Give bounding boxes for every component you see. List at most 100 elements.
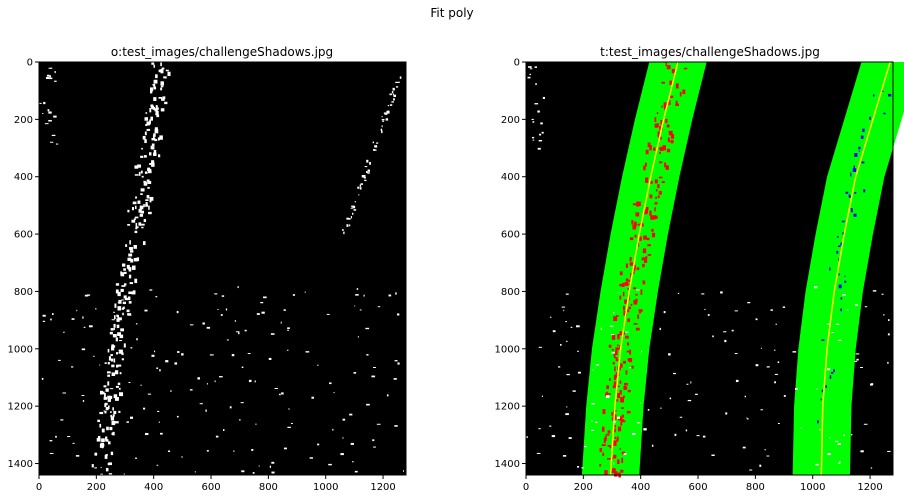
x-tick-label: 1000: [313, 482, 338, 493]
lane-pixel: [104, 402, 108, 406]
pixel-speckle: [679, 416, 683, 418]
left-lane-pixel: [612, 361, 615, 365]
lane-pixel: [111, 420, 116, 426]
lane-pixel: [146, 179, 150, 182]
left-lane-pixel: [631, 365, 634, 369]
lane-pixel: [99, 423, 102, 428]
lane-pixel: [143, 181, 148, 186]
lane-pixel: [117, 306, 122, 311]
pixel-speckle: [205, 409, 207, 412]
left-lane-pixel: [620, 363, 623, 367]
pixel-speckle: [371, 375, 376, 378]
pixel-speckle: [206, 326, 211, 329]
pixel-speckle: [237, 286, 239, 289]
lane-pixel: [113, 394, 118, 399]
pixel-speckle: [629, 367, 632, 369]
pixel-speckle: [47, 109, 50, 112]
x-tick-label: 0: [36, 482, 42, 493]
left-lane-pixel: [638, 201, 641, 207]
pixel-speckle: [529, 68, 533, 70]
lane-pixel: [128, 267, 132, 272]
left-lane-pixel: [655, 196, 657, 199]
left-lane-pixel: [605, 433, 610, 436]
lane-pixel: [133, 244, 137, 249]
pixel-speckle: [220, 314, 223, 316]
lane-pixel: [107, 348, 110, 353]
left-lane-pixel: [662, 145, 666, 151]
pixel-speckle: [289, 474, 293, 477]
pixel-speckle: [720, 291, 723, 294]
pixel-speckle: [834, 440, 839, 442]
lane-pixel: [114, 303, 117, 308]
pixel-speckle: [529, 73, 531, 76]
pixel-speckle: [643, 428, 647, 431]
pixel-speckle: [349, 413, 353, 416]
left-lane-pixel: [620, 469, 624, 473]
lane-pixel: [108, 462, 113, 466]
pixel-speckle: [538, 428, 541, 430]
left-lane-pixel: [609, 378, 611, 381]
left-lane-pixel: [642, 248, 647, 254]
left-lane-pixel: [643, 235, 647, 240]
left-lane-pixel: [623, 331, 626, 335]
pixel-speckle: [674, 433, 677, 436]
lane-pixel: [160, 108, 165, 112]
lane-pixel: [153, 97, 157, 102]
lane-pixel: [149, 108, 152, 113]
pixel-speckle: [113, 327, 115, 331]
pixel-speckle: [82, 400, 85, 402]
left-lane-pixel: [664, 162, 667, 168]
lane-pixel: [161, 67, 165, 70]
lane-pixel: [125, 244, 128, 247]
left-lane-pixel: [612, 440, 617, 446]
lane-pixel: [104, 454, 108, 459]
lane-pixel: [105, 388, 109, 392]
right-lane-pixel: [853, 213, 857, 217]
pixel-speckle: [223, 429, 225, 431]
left-lane-pixel: [656, 123, 659, 128]
y-tick-label: 400: [501, 172, 520, 183]
left-lane-pixel: [625, 335, 629, 339]
left-lane-pixel: [661, 181, 665, 184]
left-lane-pixel: [613, 376, 617, 381]
y-tick-label: 600: [501, 230, 520, 241]
pixel-speckle: [759, 464, 762, 467]
pixel-speckle: [394, 360, 398, 362]
lane-pixel: [104, 362, 107, 364]
lane-pixel: [160, 85, 164, 88]
pixel-speckle: [333, 392, 335, 394]
lane-pixel: [134, 216, 139, 219]
lane-pixel: [165, 69, 169, 72]
lane-pixel: [111, 364, 115, 368]
pixel-speckle: [351, 461, 354, 463]
lane-pixel: [91, 464, 94, 468]
left-lane-pixel: [666, 65, 671, 70]
pixel-speckle: [51, 313, 54, 315]
pixel-speckle: [189, 324, 194, 326]
lane-pixel: [139, 213, 144, 217]
lane-pixel: [118, 299, 122, 304]
pixel-speckle: [317, 364, 319, 366]
left-lane-pixel: [616, 385, 620, 388]
left-lane-pixel: [623, 382, 628, 386]
left-axes-ticks: 0 200 400 600 800 1000 1200 0 200 400 600 800 1000 12…: [8, 58, 396, 494]
lane-pixel: [134, 278, 138, 284]
lane-pixel: [146, 128, 151, 131]
lane-pixel: [134, 174, 139, 176]
pixel-speckle: [590, 420, 593, 422]
lane-pixel: [153, 149, 157, 153]
pixel-speckle: [100, 466, 102, 468]
lane-pixel: [121, 263, 126, 267]
left-lane-pixel: [642, 263, 645, 268]
pixel-speckle: [279, 393, 281, 396]
right-lane-pixel: [842, 232, 844, 235]
pixel-speckle: [870, 467, 873, 469]
lane-pixel: [120, 271, 123, 275]
pixel-speckle: [373, 446, 376, 448]
pixel-speckle: [618, 292, 620, 294]
pixel-speckle: [856, 358, 859, 361]
lane-pixel: [150, 89, 153, 94]
left-lane-pixel: [625, 263, 628, 268]
pixel-speckle: [747, 301, 751, 304]
lane-pixel: [144, 131, 147, 136]
